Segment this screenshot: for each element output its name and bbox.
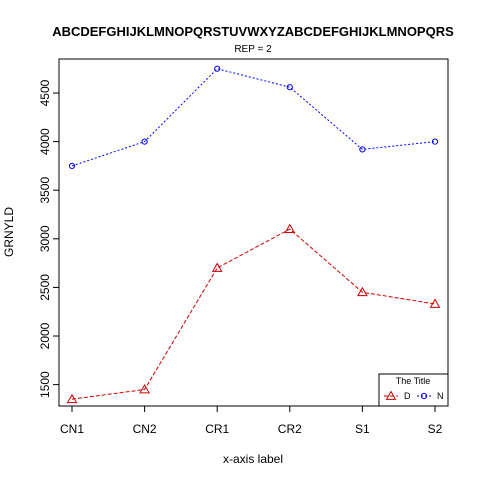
data-point xyxy=(66,393,78,404)
series-line xyxy=(71,68,436,167)
data-point xyxy=(68,162,76,170)
data-point xyxy=(141,138,148,145)
y-axis-label: GRNYLD xyxy=(2,207,16,257)
x-tick-label: CR1 xyxy=(205,422,229,436)
x-axis-label: x-axis label xyxy=(223,452,283,466)
data-point xyxy=(385,390,397,400)
data-point xyxy=(284,223,296,233)
x-tick-label: CR2 xyxy=(278,422,302,436)
data-point xyxy=(420,392,428,400)
y-tick-label: 3000 xyxy=(38,225,52,252)
legend-box xyxy=(378,373,449,407)
data-point xyxy=(357,286,368,297)
legend-label: D xyxy=(404,391,411,401)
series-layer xyxy=(66,65,441,404)
data-point xyxy=(429,298,441,308)
series-D xyxy=(66,223,441,404)
x-tick-label: S1 xyxy=(355,422,370,436)
data-point xyxy=(286,84,293,91)
data-point xyxy=(211,262,223,272)
legend-item-D: D xyxy=(384,390,411,401)
y-tick-label: 4000 xyxy=(38,128,52,155)
chart-title: ABCDEFGHIJKLMNOPQRSTUVWXYZABCDEFGHIJKLMN… xyxy=(52,24,454,39)
series-N xyxy=(68,65,439,170)
legend: The Title D N xyxy=(378,373,449,407)
x-tick-label: S2 xyxy=(428,422,443,436)
y-axis: 1500 2000 2500 3000 3500 4000 4500 xyxy=(38,79,59,398)
x-axis: CN1 CN2 CR1 CR2 S1 S2 xyxy=(60,406,443,436)
y-tick-label: 2500 xyxy=(38,274,52,301)
x-tick-label: CN1 xyxy=(60,422,84,436)
y-tick-label: 3500 xyxy=(38,177,52,204)
series-line xyxy=(71,228,436,400)
y-tick-label: 4500 xyxy=(38,79,52,106)
data-point xyxy=(359,146,366,153)
data-point xyxy=(214,65,221,72)
y-tick-label: 2000 xyxy=(38,322,52,349)
legend-item-N: N xyxy=(417,391,444,401)
y-tick-label: 1500 xyxy=(38,371,52,398)
legend-title: The Title xyxy=(396,376,431,386)
data-point xyxy=(139,383,150,394)
x-tick-label: CN2 xyxy=(133,422,157,436)
plot-frame xyxy=(58,58,449,407)
data-point xyxy=(431,138,439,145)
legend-label: N xyxy=(437,391,444,401)
chart-subtitle: REP = 2 xyxy=(234,44,272,55)
